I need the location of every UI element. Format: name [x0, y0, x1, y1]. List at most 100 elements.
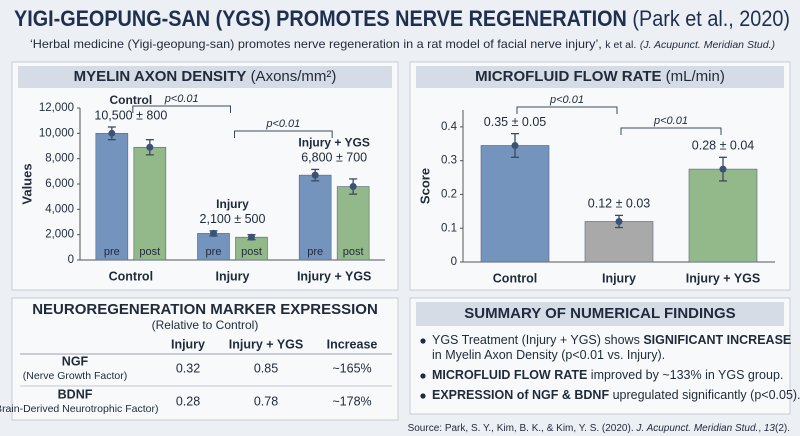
mean-dot — [719, 165, 727, 173]
source: Source: Park, S. Y., Kim, B. K., & Kim, … — [408, 423, 790, 434]
row-desc: (Brain-Derived Neurotrophic Factor) — [0, 403, 158, 415]
group-stat: 6,800 ± 700 — [301, 151, 367, 165]
series-label: post — [343, 246, 364, 258]
chart-title: MYELIN AXON DENSITY (Axons/mm²) — [74, 68, 337, 85]
summary-segment: SIGNIFICANT INCREASE — [643, 333, 791, 347]
significance-bracket — [516, 106, 618, 114]
y-tick-label: 2,000 — [45, 229, 74, 241]
y-tick-label: 8,000 — [45, 153, 74, 165]
bullet — [420, 373, 426, 379]
subtitle-journal: (J. Acupunct. Meridian Stud.) — [640, 40, 775, 51]
x-tick-label: Injury — [602, 271, 636, 285]
summary-line: EXPRESSION of NGF & BDNF upregulated sig… — [432, 388, 800, 402]
x-tick-label: Injury + YGS — [297, 269, 371, 283]
chart-title: MICROFLUID FLOW RATE (mL/min) — [475, 68, 725, 85]
y-tick-label: 0.4 — [441, 121, 458, 133]
group-stat: 10,500 ± 800 — [94, 108, 167, 122]
subtitle-text: ‘Herbal medicine (Yigi-geopung-san) prom… — [30, 37, 602, 51]
bar — [480, 145, 550, 263]
row-name: BDNF — [58, 387, 93, 401]
y-axis-label: Score — [417, 168, 432, 204]
x-tick-label: Injury — [215, 269, 249, 283]
group-name: Control — [110, 93, 153, 107]
y-tick-label: 6,000 — [45, 178, 74, 190]
row-name: NGF — [62, 354, 89, 368]
significance-label: p<0.01 — [549, 94, 584, 106]
table-cell: 0.32 — [176, 361, 200, 375]
source-segment: (2). — [775, 423, 790, 434]
series-label: pre — [206, 246, 222, 258]
mean-dot — [615, 217, 623, 225]
title-main: MICROFLUID FLOW RATE — [475, 68, 661, 85]
table-cell: 0.85 — [254, 361, 278, 375]
page-title: YIGI-GEOPUNG-SAN (YGS) PROMOTES NERVE RE… — [14, 6, 790, 31]
summary-segment: YGS Treatment (Injury + YGS) shows — [432, 333, 643, 347]
series-label: pre — [104, 246, 120, 258]
table-cell: ~165% — [332, 361, 371, 375]
column-header: Increase — [327, 337, 378, 351]
significance-bracket — [234, 130, 333, 138]
bar — [95, 133, 129, 261]
summary-segment: EXPRESSION of NGF & BDNF — [432, 388, 609, 402]
group-stat: 0.35 ± 0.05 — [484, 115, 547, 129]
summary-segment: improved by ~133% in YGS group. — [587, 368, 783, 382]
summary-line: YGS Treatment (Injury + YGS) shows SIGNI… — [432, 333, 791, 347]
significance-bracket — [132, 105, 231, 113]
table-cell: 0.28 — [176, 394, 200, 408]
group-stat: 2,100 ± 500 — [200, 212, 266, 226]
title-citation: (Park et al., 2020) — [632, 6, 790, 31]
group-name: Injury + YGS — [298, 136, 369, 150]
column-header: Injury — [171, 337, 205, 351]
title-unit: (Axons/mm²) — [251, 68, 337, 85]
series-label: post — [139, 246, 160, 258]
summary-segment: upregulated significantly (p<0.05). — [609, 388, 800, 402]
y-tick-label: 0.3 — [441, 155, 457, 167]
table-subtitle: (Relative to Control) — [152, 318, 259, 332]
group-stat: 0.12 ± 0.03 — [588, 197, 651, 211]
title-main: YIGI-GEOPUNG-SAN (YGS) PROMOTES NERVE RE… — [14, 6, 627, 31]
column-header: Injury + YGS — [229, 337, 303, 351]
x-tick-label: Injury + YGS — [686, 271, 760, 285]
mean-dot — [248, 233, 255, 241]
y-tick-label: 0 — [68, 254, 74, 266]
bar — [688, 168, 758, 263]
mean-dot — [210, 229, 217, 237]
title-bar — [416, 302, 784, 326]
y-tick-label: 0.2 — [441, 188, 457, 200]
panel — [11, 297, 399, 421]
significance-label: p<0.01 — [265, 118, 300, 130]
bullet — [420, 393, 426, 399]
source-segment: J. Acupunct. Meridian Stud. — [635, 423, 758, 434]
bar — [133, 146, 167, 261]
title-bar — [18, 66, 392, 88]
mean-dot — [349, 183, 357, 191]
source-segment: , — [758, 423, 764, 434]
source-segment: Source: Park, S. Y., Kim, B. K., & Kim, … — [408, 423, 637, 434]
bar — [584, 221, 654, 263]
significance-label: p<0.01 — [653, 115, 688, 127]
subtitle-authors: k et al. — [605, 40, 636, 51]
summary-line: MICROFLUID FLOW RATE improved by ~133% i… — [432, 368, 783, 382]
x-tick-label: Control — [109, 269, 153, 283]
table-cell: ~178% — [332, 394, 371, 408]
title-unit: (mL/min) — [666, 68, 725, 85]
summary-segment: MICROFLUID FLOW RATE — [432, 368, 587, 382]
series-label: post — [241, 246, 262, 258]
y-tick-label: 0 — [451, 256, 457, 268]
table-title: NEUROREGENERATION MARKER EXPRESSION — [32, 301, 378, 318]
y-tick-label: 4,000 — [45, 203, 74, 215]
bar — [197, 233, 230, 261]
title-main: MYELIN AXON DENSITY — [74, 68, 247, 85]
summary-line: in Myelin Axon Density (p<0.01 vs. Injur… — [432, 348, 665, 362]
y-tick-label: 0.1 — [441, 222, 457, 234]
mean-dot — [108, 129, 116, 137]
mean-dot — [146, 143, 154, 151]
source-segment: 13 — [764, 423, 776, 434]
series-label: pre — [307, 246, 323, 258]
mean-dot — [311, 171, 319, 179]
y-tick-label: 12,000 — [39, 102, 74, 114]
bullet — [420, 338, 426, 344]
y-tick-label: 10,000 — [39, 127, 74, 139]
